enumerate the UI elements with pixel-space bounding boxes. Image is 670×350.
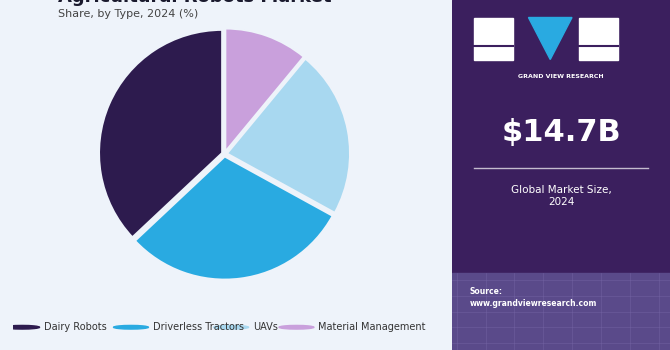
- Text: $14.7B: $14.7B: [501, 119, 621, 147]
- Circle shape: [214, 326, 249, 329]
- Circle shape: [114, 326, 149, 329]
- Bar: [452, 273, 670, 350]
- Polygon shape: [529, 18, 572, 60]
- Text: Global Market Size,
2024: Global Market Size, 2024: [511, 185, 612, 207]
- Text: UAVs: UAVs: [253, 322, 278, 332]
- Bar: [579, 18, 618, 60]
- Wedge shape: [99, 30, 222, 237]
- Wedge shape: [135, 156, 333, 280]
- Text: Agricultural Robots Market: Agricultural Robots Market: [58, 0, 332, 6]
- Text: Source:
www.grandviewresearch.com: Source: www.grandviewresearch.com: [470, 287, 597, 308]
- Wedge shape: [225, 28, 304, 152]
- Circle shape: [5, 326, 40, 329]
- Wedge shape: [227, 58, 350, 213]
- Circle shape: [279, 326, 314, 329]
- Text: Share, by Type, 2024 (%): Share, by Type, 2024 (%): [58, 9, 198, 19]
- Text: Driverless Tractors: Driverless Tractors: [153, 322, 244, 332]
- Text: GRAND VIEW RESEARCH: GRAND VIEW RESEARCH: [519, 74, 604, 78]
- Text: Material Management: Material Management: [318, 322, 425, 332]
- Text: Dairy Robots: Dairy Robots: [44, 322, 107, 332]
- Bar: [474, 18, 513, 60]
